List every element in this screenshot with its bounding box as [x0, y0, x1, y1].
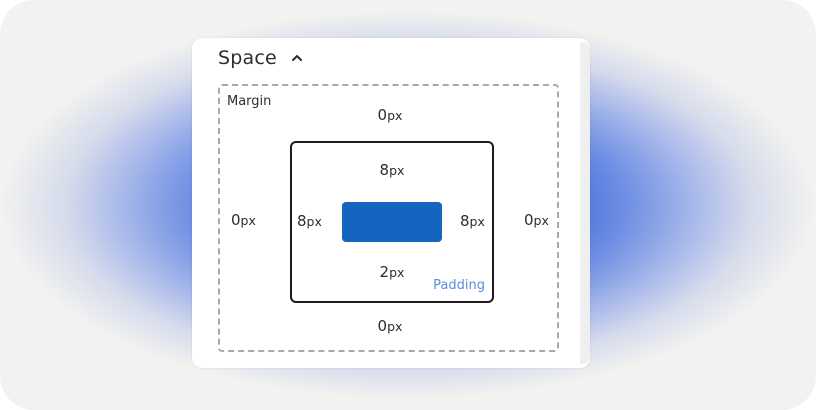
padding-left-value[interactable]: 8px [297, 212, 322, 230]
margin-left-value[interactable]: 0px [231, 211, 256, 229]
margin-bottom-value[interactable]: 0px [377, 317, 403, 335]
chevron-up-icon[interactable] [291, 52, 303, 64]
padding-right-value[interactable]: 8px [460, 212, 485, 230]
content-box [342, 202, 442, 242]
space-panel: Space Margin 0px 0px 0px 0px 8px 8px 8px… [192, 38, 590, 368]
space-section-header[interactable]: Space [218, 44, 303, 72]
padding-box: 8px 8px 8px 2px Padding [290, 141, 494, 303]
padding-bottom-value[interactable]: 2px [379, 263, 405, 281]
margin-right-value[interactable]: 0px [524, 211, 549, 229]
panel-scrollbar[interactable] [580, 42, 590, 364]
margin-top-value[interactable]: 0px [377, 106, 403, 124]
section-title: Space [218, 47, 277, 69]
margin-label: Margin [227, 94, 272, 109]
padding-top-value[interactable]: 8px [379, 161, 405, 179]
margin-box: Margin 0px 0px 0px 0px 8px 8px 8px 2px P… [218, 84, 559, 352]
padding-label: Padding [433, 278, 485, 293]
